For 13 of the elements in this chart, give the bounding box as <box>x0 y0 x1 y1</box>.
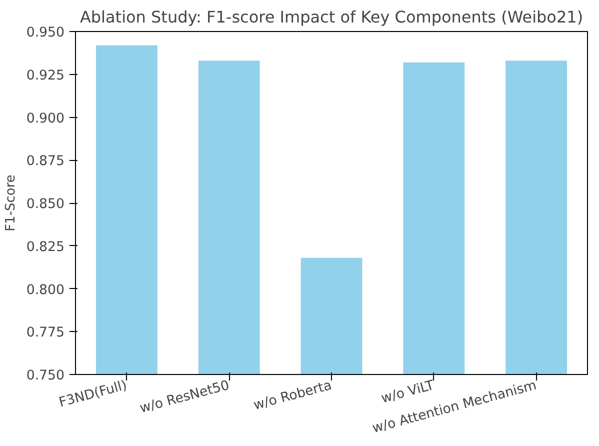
x-tick-label: w/o ViLT <box>380 378 437 407</box>
y-tick-label: 0.875 <box>26 154 64 170</box>
x-tick-label: w/o Roberta <box>252 378 334 414</box>
y-tick-label: 0.900 <box>26 111 64 126</box>
y-tick-label: 0.775 <box>26 326 64 341</box>
y-tick-label: 0.800 <box>26 282 64 298</box>
chart-title: Ablation Study: F1-score Impact of Key Components (Weibo21) <box>80 8 584 26</box>
y-tick-label: 0.950 <box>26 26 64 40</box>
y-tick-label: 0.925 <box>26 68 64 84</box>
y-axis-title: F1-Score <box>3 174 18 232</box>
y-tick-label: 0.750 <box>26 368 64 384</box>
y-tick-label: 0.850 <box>26 197 64 212</box>
y-tick-label: 0.825 <box>26 240 64 255</box>
